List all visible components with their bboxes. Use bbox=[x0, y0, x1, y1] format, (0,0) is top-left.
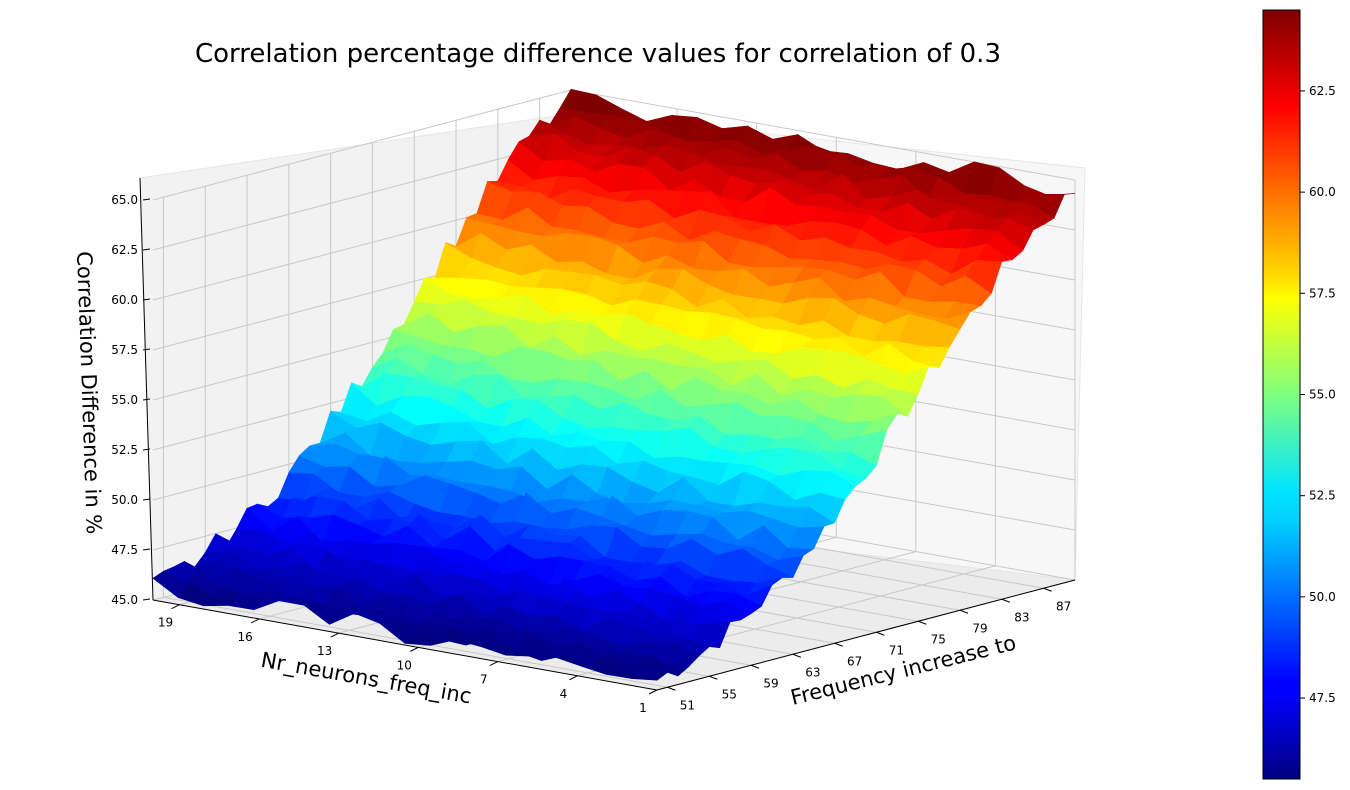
x-tick-label: 87 bbox=[1056, 599, 1071, 613]
x-tick-mark bbox=[959, 609, 969, 614]
x-tick-label: 51 bbox=[680, 698, 695, 712]
tick-labels: 45.047.550.052.555.057.560.062.565.01471… bbox=[111, 193, 1071, 715]
x-tick-label: 63 bbox=[805, 665, 820, 679]
colorbar-gradient bbox=[1262, 9, 1301, 780]
z-tick-mark bbox=[142, 298, 151, 301]
z-tick-label: 55.0 bbox=[111, 393, 138, 407]
colorbar-ticks: 47.5 50.0 52.5 55.0 57.5 60.0 62.5 bbox=[1300, 84, 1336, 705]
y-tick-mark bbox=[410, 646, 419, 652]
y-tick-label: 16 bbox=[237, 630, 252, 644]
colorbar-tick-label: 50.0 bbox=[1309, 590, 1336, 604]
y-tick-mark bbox=[250, 618, 260, 624]
z-tick-label: 57.5 bbox=[111, 343, 138, 357]
chart-title: Correlation percentage difference values… bbox=[195, 39, 1001, 69]
colorbar-tick-label: 60.0 bbox=[1309, 185, 1336, 199]
colorbar-tick-label: 52.5 bbox=[1309, 489, 1336, 503]
x-tick-mark bbox=[918, 620, 927, 625]
x-tick-mark bbox=[1043, 587, 1052, 592]
y-tick-label: 19 bbox=[158, 616, 173, 630]
z-tick-mark bbox=[142, 498, 151, 501]
x-tick-label: 83 bbox=[1014, 610, 1029, 624]
surface-plot bbox=[152, 88, 1076, 681]
x-tick-label: 75 bbox=[931, 632, 946, 646]
z-axis-label: Correlation Difference in % bbox=[72, 251, 106, 535]
z-tick-mark bbox=[142, 198, 151, 201]
x-tick-label: 59 bbox=[763, 676, 778, 690]
z-tick-label: 60.0 bbox=[111, 293, 138, 307]
y-axis-line bbox=[152, 599, 658, 691]
z-tick-mark bbox=[142, 248, 151, 251]
x-tick-mark bbox=[667, 686, 676, 691]
x-tick-label: 79 bbox=[972, 621, 987, 635]
axis-lines bbox=[139, 177, 1076, 691]
y-tick-mark bbox=[330, 632, 339, 638]
colorbar-tick-label: 62.5 bbox=[1309, 84, 1336, 98]
z-tick-label: 52.5 bbox=[111, 443, 138, 457]
y-tick-mark bbox=[489, 661, 499, 667]
z-tick-label: 65.0 bbox=[111, 193, 138, 207]
x-tick-mark bbox=[792, 653, 802, 658]
y-axis-label: Nr_neurons_freq_inc bbox=[259, 648, 473, 710]
x-tick-mark bbox=[834, 642, 843, 647]
y-tick-label: 4 bbox=[560, 687, 568, 701]
z-tick-mark bbox=[142, 398, 151, 401]
y-tick-mark bbox=[171, 604, 180, 610]
x-grid-line bbox=[162, 197, 668, 688]
colorbar-tick-label: 47.5 bbox=[1309, 691, 1336, 705]
x-tick-label: 71 bbox=[889, 643, 904, 657]
z-tick-mark bbox=[142, 448, 151, 451]
z-tick-mark bbox=[142, 548, 151, 551]
y-tick-label: 7 bbox=[480, 673, 488, 687]
x-tick-mark bbox=[1001, 598, 1011, 603]
x-axis-line bbox=[656, 579, 1076, 691]
x-tick-mark bbox=[876, 631, 885, 636]
z-tick-label: 47.5 bbox=[111, 543, 138, 557]
surface-facet bbox=[1039, 193, 1076, 197]
z-tick-label: 45.0 bbox=[111, 593, 138, 607]
z-tick-label: 50.0 bbox=[111, 493, 138, 507]
colorbar: 47.5 50.0 52.5 55.0 57.5 60.0 62.5 bbox=[1262, 9, 1336, 780]
x-tick-label: 55 bbox=[722, 687, 737, 701]
colorbar-tick-label: 57.5 bbox=[1309, 286, 1336, 300]
y-tick-mark bbox=[569, 675, 578, 681]
x-tick-label: 67 bbox=[847, 654, 862, 668]
y-tick-label: 10 bbox=[397, 658, 412, 672]
z-tick-label: 62.5 bbox=[111, 243, 138, 257]
y-tick-label: 13 bbox=[317, 644, 332, 658]
z-tick-mark bbox=[142, 598, 151, 601]
x-tick-mark bbox=[709, 675, 718, 680]
colorbar-tick-label: 55.0 bbox=[1309, 388, 1336, 402]
z-axis-line bbox=[139, 177, 154, 601]
y-tick-label: 1 bbox=[639, 701, 647, 715]
y-tick-mark bbox=[648, 689, 658, 695]
x-tick-mark bbox=[750, 664, 760, 669]
z-tick-mark bbox=[142, 348, 151, 351]
